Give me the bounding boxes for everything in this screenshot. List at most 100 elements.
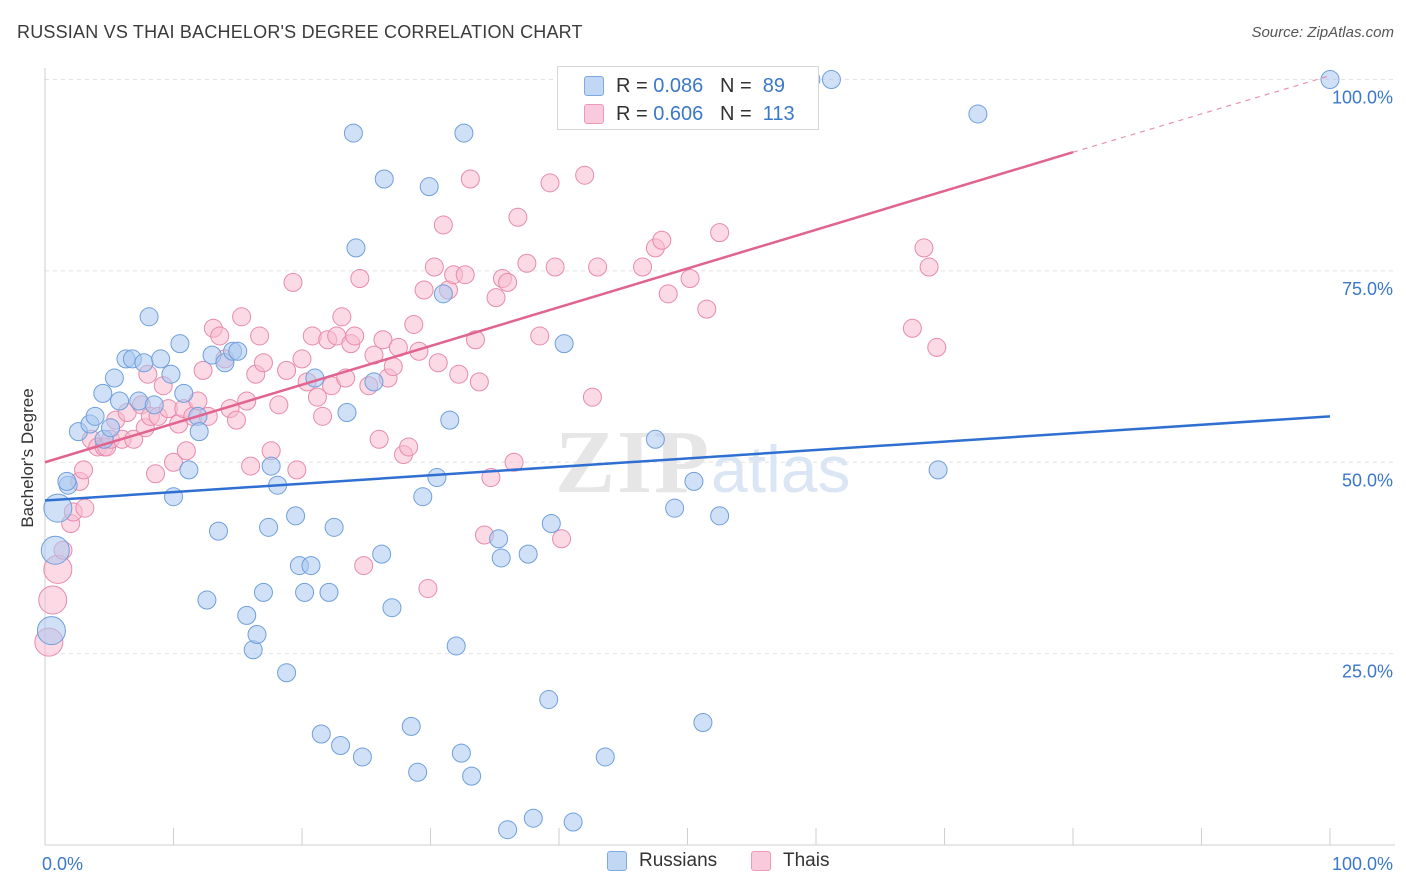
russian-point [247, 624, 267, 644]
n-value: 113 [762, 102, 795, 125]
x-tick-label: 0.0% [42, 854, 83, 874]
russian-point [134, 353, 154, 373]
russian-point [693, 713, 713, 733]
russian-point [237, 605, 257, 625]
x-tick-label: 100.0% [1332, 854, 1393, 874]
r-value: 0.086 [653, 74, 704, 97]
russian-point [433, 284, 453, 304]
thai-point [455, 265, 475, 285]
n-label: N = [719, 102, 758, 125]
russian-point [440, 410, 460, 430]
thai-point [74, 460, 94, 480]
thai-point [269, 395, 289, 415]
chart-title: RUSSIAN VS THAI BACHELOR'S DEGREE CORREL… [17, 22, 583, 42]
legend-label-russians: Russians [639, 850, 718, 871]
y-tick-label: 50.0% [1342, 470, 1393, 490]
russian-point [462, 766, 482, 786]
russian-point [343, 123, 363, 143]
thai-point [373, 330, 393, 350]
russian-point [139, 307, 159, 327]
legend-item-russians: Russians [607, 850, 717, 872]
thai-point [313, 406, 333, 426]
russian-point [710, 506, 730, 526]
russian-point [489, 529, 509, 549]
thai-point [575, 165, 595, 185]
r-label: R = [616, 102, 654, 125]
russian-point [311, 724, 331, 744]
russian-point [57, 471, 77, 491]
russian-point [427, 468, 447, 488]
russian-point [253, 582, 273, 602]
watermark-logo: ZIPatlas [555, 413, 850, 512]
russian-point [36, 616, 66, 646]
thai-point [530, 326, 550, 346]
russian-point [419, 177, 439, 197]
thai-point [210, 326, 230, 346]
y-tick-label: 100.0% [1332, 88, 1393, 108]
thai-point [588, 257, 608, 277]
russian-point [277, 663, 297, 683]
russian-point [821, 70, 841, 89]
thai-point [369, 429, 389, 449]
thai-point [465, 330, 485, 350]
russian-point [228, 341, 248, 361]
thais-points [34, 165, 947, 657]
r-label: R = [616, 74, 654, 97]
russian-point [85, 406, 105, 426]
thai-point [75, 498, 95, 518]
thai-point [633, 257, 653, 277]
russian-point [104, 368, 124, 388]
russian-point [352, 747, 372, 767]
russian-point [93, 383, 113, 403]
russians-swatch [584, 76, 604, 96]
thai-point [504, 452, 524, 472]
thai-point [449, 364, 469, 384]
russian-point [968, 104, 988, 124]
thai-point [418, 579, 438, 599]
axes [44, 68, 1395, 846]
thai-point [307, 387, 327, 407]
russian-point [1320, 70, 1340, 89]
thai-point [927, 337, 947, 357]
russian-point [454, 123, 474, 143]
thai-point [404, 314, 424, 334]
russian-point [374, 169, 394, 189]
russian-point [372, 544, 392, 564]
russian-point [446, 636, 466, 656]
legend-thais-text: R = 0.606 N = 113 [616, 103, 795, 126]
thai-point [350, 269, 370, 289]
russian-point [101, 418, 121, 438]
trend-lines [44, 75, 1331, 502]
legend-russians-text: R = 0.086 N = 89 [616, 75, 785, 98]
thai-point [345, 326, 365, 346]
thai-point [164, 452, 183, 472]
thai-point [176, 441, 196, 461]
russian-point [337, 402, 357, 422]
thai-point [287, 460, 307, 480]
russian-point [208, 521, 228, 541]
source-credit: Source: ZipAtlas.com [1251, 24, 1394, 41]
russian-point [645, 429, 665, 449]
thai-point [277, 360, 297, 380]
n-label: N = [719, 74, 758, 97]
thai-point [652, 230, 672, 250]
russian-point [401, 716, 421, 736]
tick-labels: 25.0% 50.0% 75.0% 100.0% 0.0% 100.0% [42, 88, 1393, 875]
thai-point [517, 253, 537, 273]
russian-point [554, 334, 574, 354]
thai-point [332, 307, 352, 327]
russian-point [261, 456, 281, 476]
russian-point [518, 544, 538, 564]
thai-point [428, 353, 448, 373]
russian-point [346, 238, 366, 258]
russian-point [301, 556, 321, 576]
russian-point [331, 735, 351, 755]
thai-point [658, 284, 678, 304]
thai-point [226, 410, 246, 430]
thai-point [250, 326, 270, 346]
russian-point [179, 460, 199, 480]
legend-item-thais: Thais [751, 850, 829, 872]
thai-point [146, 464, 166, 484]
russian-point [451, 743, 471, 763]
russian-point [491, 548, 511, 568]
